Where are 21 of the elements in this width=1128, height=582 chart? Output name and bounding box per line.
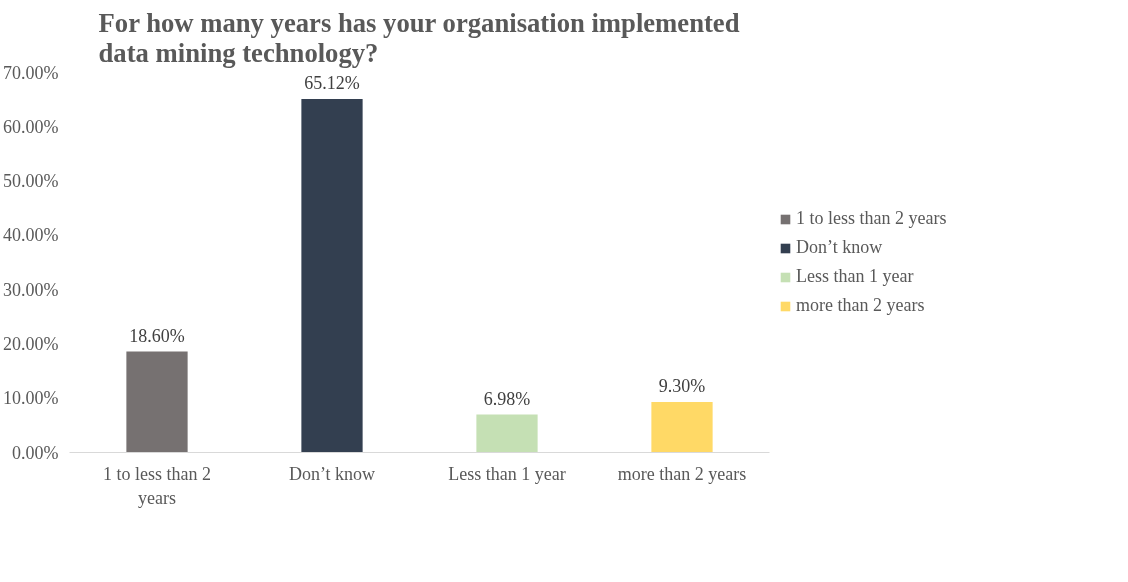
chart-title: For how many years has your organisation implemented data mining technology?: [98, 7, 740, 68]
y-tick-label: 40.00%: [3, 225, 59, 246]
data-label: 6.98%: [483, 388, 531, 409]
legend-label: 1 to less than 2 years: [796, 208, 947, 229]
data-label: 18.60%: [129, 325, 185, 346]
y-tick-label: 60.00%: [3, 116, 59, 137]
x-tick-label: 1 to less than 2 years: [103, 463, 211, 508]
legend-label: Less than 1 year: [796, 266, 914, 287]
y-tick-label: 30.00%: [3, 279, 59, 300]
data-label: 9.30%: [658, 376, 706, 397]
x-tick-label: more than 2 years: [617, 463, 747, 484]
y-tick-label: 10.00%: [3, 388, 59, 409]
y-tick-label: 0.00%: [12, 442, 59, 463]
y-tick-label: 50.00%: [3, 171, 59, 192]
data-label: 65.12%: [304, 72, 360, 93]
y-tick-label: 70.00%: [3, 62, 59, 83]
legend-label: more than 2 years: [796, 295, 925, 316]
x-tick-label: Don’t know: [288, 463, 376, 484]
legend-label: Don’t know: [796, 237, 883, 258]
y-tick-label: 20.00%: [3, 333, 59, 354]
x-tick-label: Less than 1 year: [448, 463, 566, 484]
